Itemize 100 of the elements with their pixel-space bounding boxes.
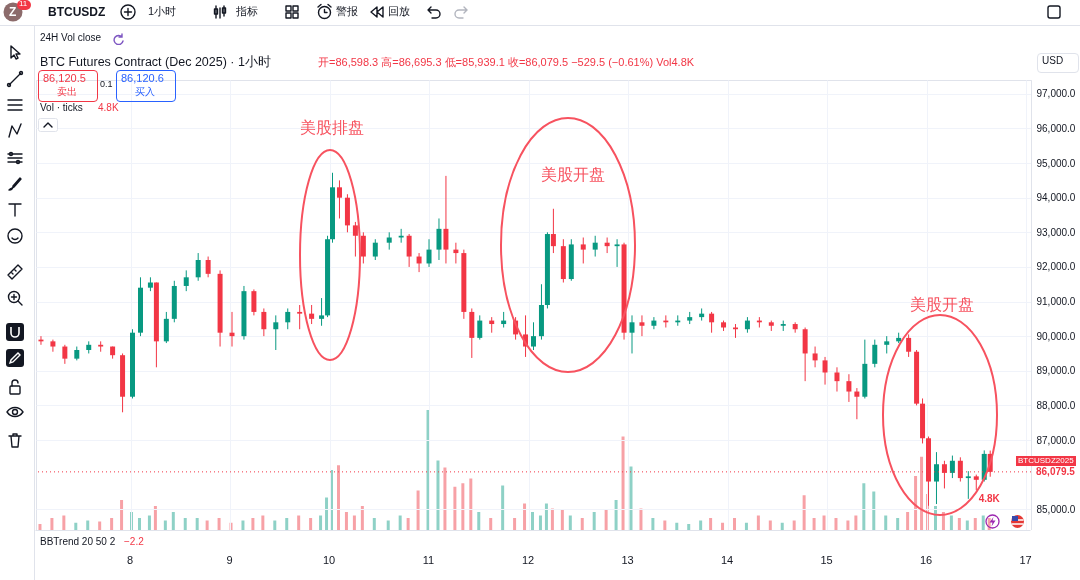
bar bbox=[699, 520, 703, 530]
text: 回放 bbox=[388, 5, 410, 19]
candlestick bbox=[477, 314, 483, 341]
bar bbox=[336, 465, 340, 530]
y-tick-label: 94,000.0 bbox=[1036, 192, 1076, 204]
bar bbox=[906, 512, 910, 530]
bar bbox=[501, 485, 505, 530]
candlestick bbox=[834, 366, 840, 393]
candlestick bbox=[949, 455, 955, 479]
y-tick-label: 91,000.0 bbox=[1036, 296, 1076, 308]
bar bbox=[120, 500, 124, 530]
candlestick bbox=[261, 307, 267, 337]
candlestick bbox=[62, 344, 68, 365]
text: Z bbox=[9, 5, 17, 20]
candlestick bbox=[822, 356, 828, 386]
candlestick bbox=[531, 321, 536, 351]
bar bbox=[709, 518, 713, 530]
bar bbox=[398, 515, 402, 530]
text: 1小时 bbox=[148, 5, 177, 19]
bar bbox=[137, 518, 141, 530]
bar bbox=[780, 522, 784, 530]
bar bbox=[406, 518, 410, 530]
candlestick bbox=[336, 179, 342, 219]
candlestick bbox=[629, 314, 635, 354]
bar bbox=[477, 512, 481, 530]
annotation: 美股排盘 bbox=[300, 118, 364, 138]
bar bbox=[822, 515, 826, 530]
x-tick-label: 9 bbox=[226, 553, 233, 566]
bar bbox=[949, 515, 953, 530]
candlestick bbox=[872, 339, 878, 368]
bar bbox=[744, 522, 748, 530]
bar bbox=[834, 518, 838, 530]
bar bbox=[74, 522, 78, 530]
data-label: 4.8K bbox=[978, 493, 1001, 504]
bar bbox=[802, 495, 806, 530]
annotation: 美股开盘 bbox=[541, 165, 605, 185]
bar bbox=[957, 518, 961, 530]
annotation: BTCUSDZ2025 bbox=[1016, 456, 1076, 466]
candlestick bbox=[639, 314, 645, 337]
bar bbox=[309, 518, 313, 530]
annotation: 美股开盘 bbox=[910, 295, 974, 315]
candlestick bbox=[812, 346, 818, 368]
candlestick bbox=[163, 311, 169, 344]
bar bbox=[651, 518, 655, 530]
y-tick-label: 96,000.0 bbox=[1036, 122, 1076, 134]
bar bbox=[38, 524, 42, 530]
annotation: 86,120.5 bbox=[43, 72, 86, 86]
annotation: 0.1 bbox=[100, 79, 113, 90]
annotation: 卖出 bbox=[57, 86, 77, 98]
candlestick bbox=[906, 333, 912, 358]
bar bbox=[62, 515, 66, 530]
bar bbox=[453, 486, 457, 530]
bar bbox=[965, 520, 969, 530]
text: −2.2 bbox=[124, 536, 144, 548]
bar bbox=[360, 506, 364, 530]
x-tick-label: 16 bbox=[919, 553, 933, 566]
candlestick bbox=[406, 233, 412, 268]
y-tick-label: 89,000.0 bbox=[1036, 365, 1076, 377]
bar bbox=[86, 520, 90, 530]
bar bbox=[386, 520, 390, 530]
text: 指标 bbox=[236, 5, 258, 19]
y-tick-label: 97,000.0 bbox=[1036, 88, 1076, 100]
bar bbox=[854, 515, 858, 530]
bar bbox=[768, 520, 772, 530]
annotation: 86,120.6 bbox=[121, 72, 164, 86]
bar bbox=[812, 518, 816, 530]
bar bbox=[344, 512, 348, 530]
bar bbox=[629, 466, 633, 530]
candlestick bbox=[98, 340, 104, 353]
bar bbox=[163, 520, 167, 530]
candlestick bbox=[319, 297, 325, 327]
bar bbox=[756, 515, 760, 530]
bar bbox=[461, 483, 465, 530]
bar bbox=[604, 509, 608, 530]
bar bbox=[621, 436, 625, 530]
candlestick bbox=[251, 288, 257, 316]
bar bbox=[721, 522, 725, 530]
x-tick-label: 10 bbox=[322, 553, 336, 566]
x-tick-label: 17 bbox=[1019, 553, 1032, 566]
bar bbox=[416, 490, 420, 530]
candlestick bbox=[614, 238, 620, 268]
bar bbox=[251, 518, 255, 530]
x-tick-label: 13 bbox=[621, 553, 634, 566]
bar bbox=[98, 521, 102, 530]
bar bbox=[297, 515, 301, 530]
y-tick-label: 93,000.0 bbox=[1036, 226, 1076, 238]
y-tick-label: 88,000.0 bbox=[1036, 399, 1076, 411]
chart-title: BTC Futures Contract (Dec 2025) · 1小时 bbox=[40, 55, 271, 70]
bar bbox=[884, 515, 888, 530]
candlestick bbox=[360, 231, 366, 264]
candlestick bbox=[205, 256, 211, 278]
annotation: 买入 bbox=[135, 86, 155, 98]
bar bbox=[531, 512, 534, 530]
text: 24H Vol close bbox=[40, 32, 102, 44]
bar bbox=[217, 518, 221, 530]
text: BTCUSDZ bbox=[48, 5, 106, 20]
bar bbox=[273, 520, 277, 530]
bar bbox=[285, 518, 289, 530]
bar bbox=[372, 518, 376, 530]
x-tick-label: 8 bbox=[126, 553, 134, 566]
